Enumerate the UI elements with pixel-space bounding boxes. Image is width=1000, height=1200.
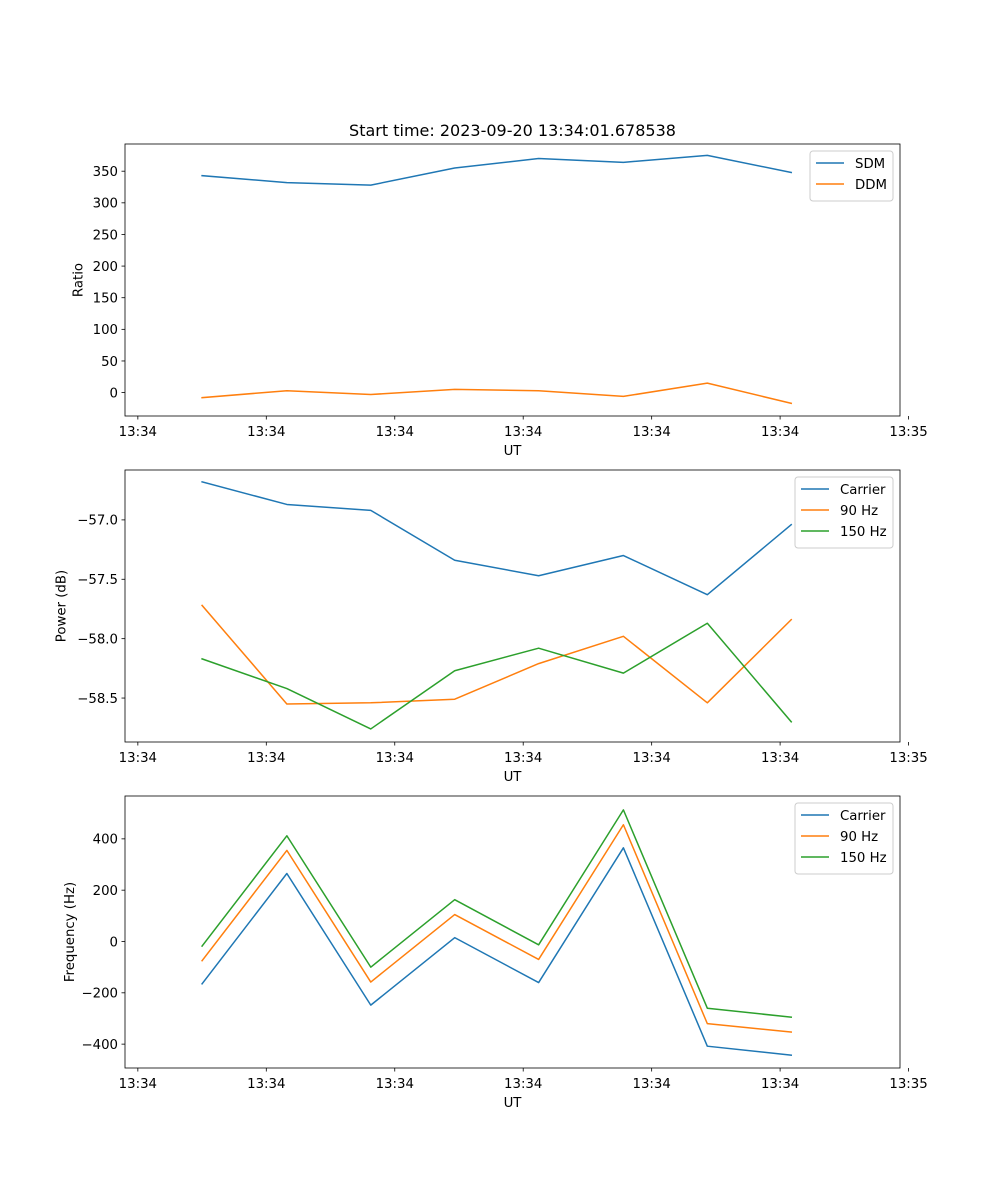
- series-line-90-hz: [201, 604, 793, 705]
- x-axis: 13:34 13:34 13:34 13:34 13:34 13:34 13:35: [119, 416, 928, 440]
- x-tick-label: 13:35: [889, 1077, 927, 1092]
- x-axis-label: UT: [504, 444, 523, 459]
- y-tick-label: 50: [101, 355, 118, 370]
- x-tick-label: 13:34: [632, 425, 670, 440]
- x-tick-label: 13:34: [504, 751, 542, 766]
- legend-label-carrier: Carrier: [840, 809, 886, 824]
- y-tick-label: 0: [110, 935, 118, 950]
- legend-label-sdm: SDM: [855, 157, 885, 172]
- series-line-carrier: [201, 480, 793, 596]
- chart-2: 13:34 13:34 13:34 13:34 13:34 13:34 13:35 UT −58…: [55, 469, 928, 785]
- x-tick-label: 13:34: [247, 425, 285, 440]
- y-tick-label: 200: [93, 260, 118, 275]
- series-line-carrier: [201, 847, 793, 1056]
- x-axis: 13:34 13:34 13:34 13:34 13:34 13:34 13:35: [119, 1068, 928, 1092]
- figure-title: Start time: 2023-09-20 13:34:01.678538: [349, 121, 676, 140]
- legend: Carrier 90 Hz 150 Hz: [794, 476, 894, 549]
- x-tick-label: 13:34: [376, 425, 414, 440]
- y-tick-label: 150: [93, 292, 118, 307]
- y-tick-label: −57.0: [77, 514, 118, 529]
- legend-label-150-hz: 150 Hz: [840, 851, 887, 866]
- legend-label-90-hz: 90 Hz: [840, 830, 878, 845]
- x-tick-label: 13:34: [761, 425, 799, 440]
- series-line-150-hz: [201, 622, 793, 730]
- y-tick-label: −57.5: [77, 573, 118, 588]
- x-axis-label: UT: [504, 770, 523, 785]
- y-axis-label: Power (dB): [55, 570, 70, 642]
- legend-label-ddm: DDM: [855, 178, 887, 193]
- legend-label-carrier: Carrier: [840, 483, 886, 498]
- plots: 13:34 13:34 13:34 13:34 13:34 13:34 13:35 UT 0 50…: [55, 143, 928, 1111]
- series-line-90-hz: [201, 823, 793, 1033]
- y-tick-label: 100: [93, 323, 118, 338]
- y-tick-label: 0: [110, 386, 118, 401]
- y-tick-label: −200: [81, 987, 118, 1002]
- axes-frame: [124, 143, 901, 417]
- legend: SDM DDM: [809, 150, 894, 202]
- x-tick-label: 13:35: [889, 425, 927, 440]
- x-axis: 13:34 13:34 13:34 13:34 13:34 13:34 13:35: [119, 742, 928, 766]
- series-lines: [201, 154, 793, 405]
- series-line-ddm: [201, 382, 793, 405]
- chart-1: 13:34 13:34 13:34 13:34 13:34 13:34 13:35 UT 0 50…: [72, 143, 928, 459]
- x-tick-label: 13:34: [504, 425, 542, 440]
- x-tick-label: 13:34: [119, 425, 157, 440]
- x-axis-label: UT: [504, 1096, 523, 1111]
- legend: Carrier 90 Hz 150 Hz: [794, 802, 894, 875]
- axes-frame: [124, 795, 901, 1069]
- axes-frame: [124, 469, 901, 743]
- y-tick-label: −58.5: [77, 692, 118, 707]
- y-axis: 0 50 100 150 200 250 300 350: [93, 165, 125, 401]
- x-tick-label: 13:34: [119, 751, 157, 766]
- x-tick-label: 13:34: [632, 1077, 670, 1092]
- series-line-150-hz: [201, 809, 793, 1019]
- x-tick-label: 13:34: [504, 1077, 542, 1092]
- y-axis-label: Ratio: [72, 263, 87, 297]
- y-axis: −400 −200 0 200 400: [81, 833, 125, 1053]
- series-lines: [201, 480, 793, 730]
- chart-3: 13:34 13:34 13:34 13:34 13:34 13:34 13:35 UT −40…: [63, 795, 928, 1111]
- legend-label-90-hz: 90 Hz: [840, 504, 878, 519]
- y-tick-label: 350: [93, 165, 118, 180]
- y-tick-label: 300: [93, 197, 118, 212]
- x-tick-label: 13:34: [632, 751, 670, 766]
- series-lines: [201, 809, 793, 1056]
- y-tick-label: 200: [93, 884, 118, 899]
- x-tick-label: 13:34: [761, 751, 799, 766]
- y-tick-label: −58.0: [77, 632, 118, 647]
- x-tick-label: 13:34: [376, 1077, 414, 1092]
- y-tick-label: 250: [93, 228, 118, 243]
- x-tick-label: 13:35: [889, 751, 927, 766]
- legend-label-150-hz: 150 Hz: [840, 525, 887, 540]
- x-tick-label: 13:34: [761, 1077, 799, 1092]
- x-tick-label: 13:34: [376, 751, 414, 766]
- y-axis-label: Frequency (Hz): [63, 882, 78, 982]
- y-axis: −58.5 −58.0 −57.5 −57.0: [77, 514, 125, 707]
- x-tick-label: 13:34: [247, 751, 285, 766]
- series-line-sdm: [201, 154, 793, 186]
- y-tick-label: 400: [93, 833, 118, 848]
- x-tick-label: 13:34: [247, 1077, 285, 1092]
- y-tick-label: −400: [81, 1038, 118, 1053]
- x-tick-label: 13:34: [119, 1077, 157, 1092]
